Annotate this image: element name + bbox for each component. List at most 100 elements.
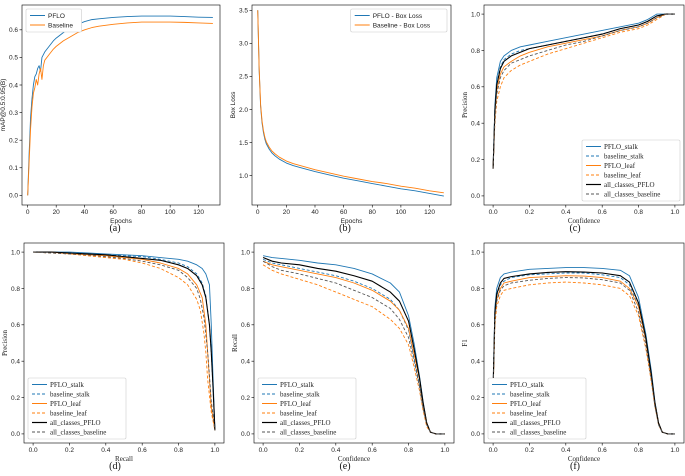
y-tick-label: 0.2 (241, 395, 250, 402)
y-tick-label: 1.0 (241, 249, 250, 256)
panel-label: (b) (339, 223, 351, 234)
x-tick-label: 0.2 (295, 447, 304, 454)
x-tick-label: 0.0 (29, 447, 38, 454)
series-line-all-classes-pflo (33, 251, 216, 431)
y-axis-label: Box Loss (230, 91, 237, 118)
legend-label: PFLO_stalk (280, 381, 314, 389)
y-tick-label: 1.0 (239, 173, 248, 180)
y-tick-label: 0.8 (471, 48, 480, 55)
x-tick-label: 40 (81, 209, 89, 216)
x-tick-label: 0.8 (404, 447, 413, 454)
x-tick-label: 80 (138, 209, 146, 216)
legend-label: Baseline (48, 22, 73, 29)
x-tick-label: 40 (311, 209, 319, 216)
x-tick-label: 0.2 (525, 447, 534, 454)
y-tick-label: 2.5 (239, 74, 248, 81)
x-tick-label: 1.0 (670, 447, 679, 454)
x-tick-label: 0.2 (525, 209, 534, 216)
x-tick-label: 0.6 (598, 209, 607, 216)
legend-label: baseline_leaf (510, 409, 548, 417)
series-line-all-classes-pflo (492, 271, 675, 435)
legend-label: PFLO - Box Loss (373, 13, 423, 20)
legend-label: baseline_stalk (604, 152, 644, 160)
x-tick-label: 60 (340, 209, 348, 216)
panel-d: 0.0 0.2 0.4 0.6 0.8 1.0 0.0 0.2 0.4 0.6 0.8 1.0 Reca… (1, 242, 225, 472)
series-line-pflo-stalk (492, 13, 675, 169)
x-tick-label: 1.0 (670, 209, 679, 216)
x-axis-label: Epochs (341, 218, 363, 225)
panel-a: 0 20 40 60 80 100 120 0.0 0.1 0.2 0.3 0.4 0.5 0.6 Epoc… (0, 4, 221, 234)
series-lines (27, 15, 213, 196)
x-tick-label: 0.6 (598, 447, 607, 454)
y-tick-label: 0.2 (471, 157, 480, 164)
x-tick-label: 120 (424, 209, 435, 216)
x-tick-label: 0.8 (634, 209, 643, 216)
legend-label: PFLO_stalk (510, 381, 544, 389)
x-tick-label: 80 (369, 209, 377, 216)
panel-e: 0.0 0.2 0.4 0.6 0.8 1.0 0.0 0.2 0.4 0.6 0.8 1.0 Conf… (231, 242, 455, 472)
x-axis-label: Confidence (568, 455, 600, 463)
y-tick-label: 0.5 (9, 55, 18, 62)
series-line-all-classes-baseline (492, 13, 675, 169)
legend: PFLO - Box Loss Baseline - Box Loss (350, 8, 448, 33)
y-tick-label: 0.3 (9, 110, 18, 117)
axes-frame (483, 4, 685, 206)
series-line-pflo (27, 15, 213, 196)
y-axis-label: Recall (231, 334, 239, 352)
x-tick-label: 0.2 (65, 447, 74, 454)
y-tick-label: 0.6 (241, 322, 250, 329)
series-line-baseline-stalk (33, 251, 216, 431)
legend-label: all_classes_baseline (280, 428, 336, 436)
series-line-baseline (27, 21, 213, 196)
series-lines (492, 267, 675, 435)
series-line-pflo-box-loss (257, 10, 444, 197)
y-axis-label: Precision (461, 91, 469, 118)
panel-c: 0.0 0.2 0.4 0.6 0.8 1.0 0.0 0.2 0.4 0.6 0.8 1.0 Conf… (461, 4, 685, 234)
y-tick-label: 0.0 (471, 193, 480, 200)
series-line-pflo-stalk (33, 251, 216, 431)
legend-label: baseline_stalk (510, 390, 550, 398)
y-tick-label: 0.4 (471, 358, 480, 365)
axes-frame (21, 4, 221, 206)
series-lines (33, 251, 216, 431)
panel-f: 0.0 0.2 0.4 0.6 0.8 1.0 0.0 0.2 0.4 0.6 0.8 1.0 Conf… (461, 242, 685, 472)
x-tick-label: 1.0 (210, 447, 219, 454)
y-tick-label: 0.2 (11, 395, 20, 402)
y-tick-label: 1.0 (471, 249, 480, 256)
legend-label: baseline_stalk (50, 390, 90, 398)
y-tick-label: 0.4 (471, 120, 480, 127)
y-tick-label: 1.5 (239, 140, 248, 147)
y-tick-label: 0.4 (9, 82, 18, 89)
y-tick-label: 3.0 (239, 41, 248, 48)
axes-frame (483, 242, 685, 444)
series-line-pflo-leaf (492, 13, 675, 169)
series-line-baseline-box-loss (257, 10, 444, 194)
legend-box (257, 377, 357, 440)
x-tick-label: 0.6 (368, 447, 377, 454)
y-tick-label: 0.8 (241, 286, 250, 293)
y-tick-label: 0.8 (11, 286, 20, 293)
x-tick-label: 20 (53, 209, 61, 216)
y-tick-label: 0.4 (241, 358, 250, 365)
y-tick-label: 0.6 (9, 27, 18, 34)
y-tick-label: 2.0 (239, 107, 248, 114)
legend-label: all_classes_baseline (604, 190, 660, 198)
x-axis-label: Confidence (568, 217, 600, 225)
series-lines (262, 255, 445, 435)
y-tick-label: 0.6 (471, 84, 480, 91)
panel-label: (c) (569, 223, 580, 234)
y-tick-label: 0.8 (471, 286, 480, 293)
y-tick-label: 1.0 (471, 11, 480, 18)
legend-label: Baseline - Box Loss (373, 22, 431, 29)
legend-label: PFLO_stalk (50, 381, 84, 389)
legend-label: all_classes_PFLO (50, 419, 101, 427)
x-tick-label: 20 (283, 209, 291, 216)
x-tick-label: 0 (256, 209, 260, 216)
legend-label: all_classes_baseline (50, 428, 106, 436)
x-tick-label: 0 (26, 209, 30, 216)
panel-label: (f) (570, 461, 580, 472)
